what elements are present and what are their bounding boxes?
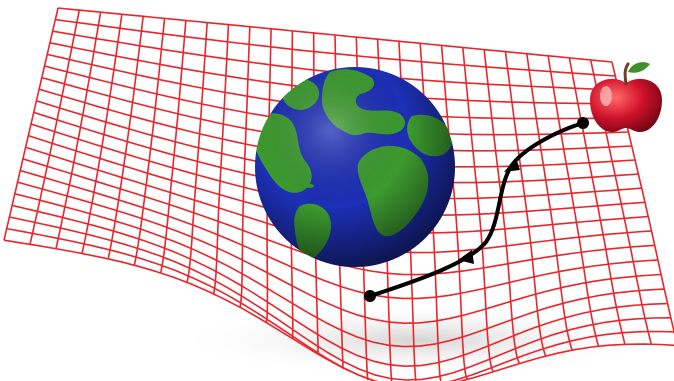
mesh-column-line — [568, 57, 626, 345]
apple-body — [590, 78, 662, 132]
trajectory-arrow-icon — [504, 158, 520, 172]
trajectory-start-dot — [577, 117, 589, 129]
globe-shading — [255, 67, 455, 267]
mesh-column-line — [239, 26, 251, 308]
mesh-column-line — [504, 51, 547, 357]
apple-leaf — [628, 62, 650, 73]
trajectory-end-dot — [364, 290, 376, 302]
mesh-column-line — [81, 14, 123, 254]
mesh-column-line — [526, 53, 573, 351]
mesh-column-line — [462, 47, 495, 373]
mesh-column-line — [159, 20, 187, 274]
mesh-column-line — [186, 22, 208, 283]
mesh-column-line — [29, 9, 81, 245]
apple-stem — [623, 62, 630, 86]
trajectory-curve — [368, 121, 585, 298]
apple-highlight — [600, 86, 612, 106]
mesh-column-line — [133, 18, 166, 266]
mesh-column-line — [107, 16, 144, 260]
mesh-column-line — [440, 45, 469, 381]
earth-globe-icon — [255, 67, 455, 267]
trajectory-arrow-icon — [458, 250, 474, 264]
mesh-column-line — [483, 49, 521, 364]
mesh-column-line — [3, 7, 59, 241]
fall-trajectory — [364, 117, 589, 302]
mesh-column-line — [547, 55, 600, 347]
mesh-shadow — [170, 302, 670, 378]
mesh-column-line — [212, 24, 230, 294]
mesh-column-line — [55, 12, 102, 249]
apple-icon — [590, 62, 662, 132]
